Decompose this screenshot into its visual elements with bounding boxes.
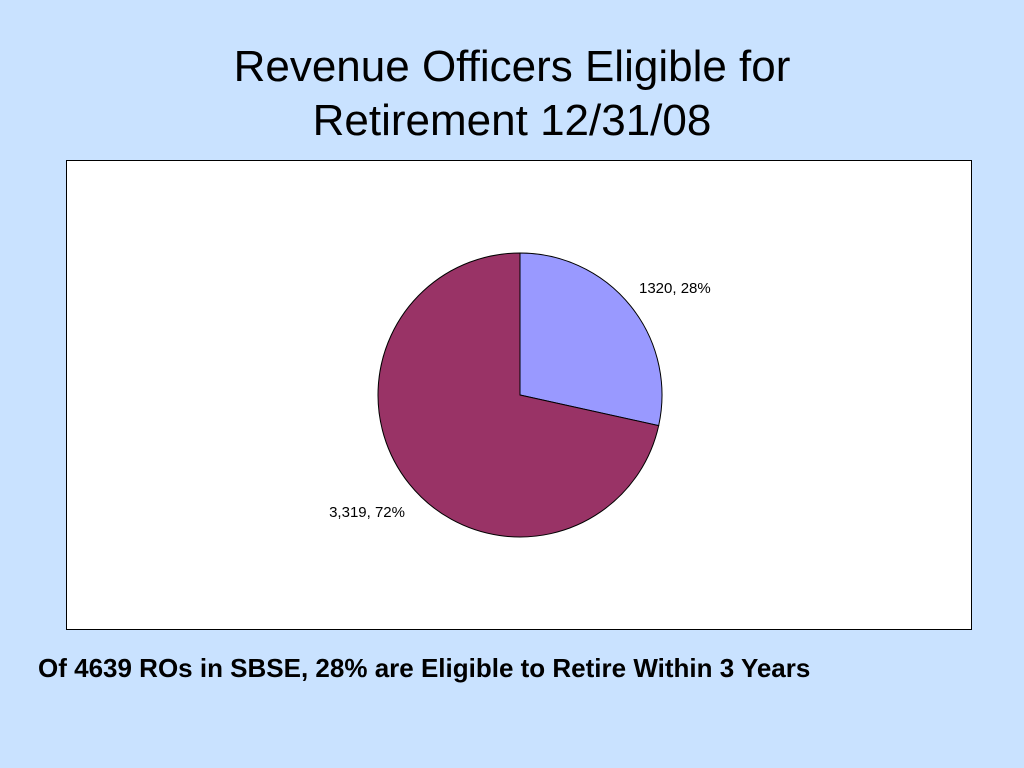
- slide-title-line-1: Revenue Officers Eligible for: [233, 42, 791, 91]
- pie-data-label-1: 1320, 28%: [639, 280, 711, 297]
- slide-title-line-2: Retirement 12/31/08: [312, 96, 712, 145]
- pie-data-label-2: 3,319, 72%: [329, 504, 405, 521]
- slide-title: Revenue Officers Eligible for Retirement…: [0, 40, 1024, 148]
- pie-slice-1: [519, 252, 663, 427]
- pie-data-labels: 1320, 28% 3,319, 72%: [329, 280, 711, 521]
- pie-slice-2: [377, 252, 660, 538]
- chart-area: 1320, 28% 3,319, 72%: [66, 160, 972, 630]
- pie-slices: [377, 252, 663, 538]
- pie-chart: 1320, 28% 3,319, 72%: [329, 252, 711, 538]
- slide-caption: Of 4639 ROs in SBSE, 28% are Eligible to…: [38, 653, 811, 683]
